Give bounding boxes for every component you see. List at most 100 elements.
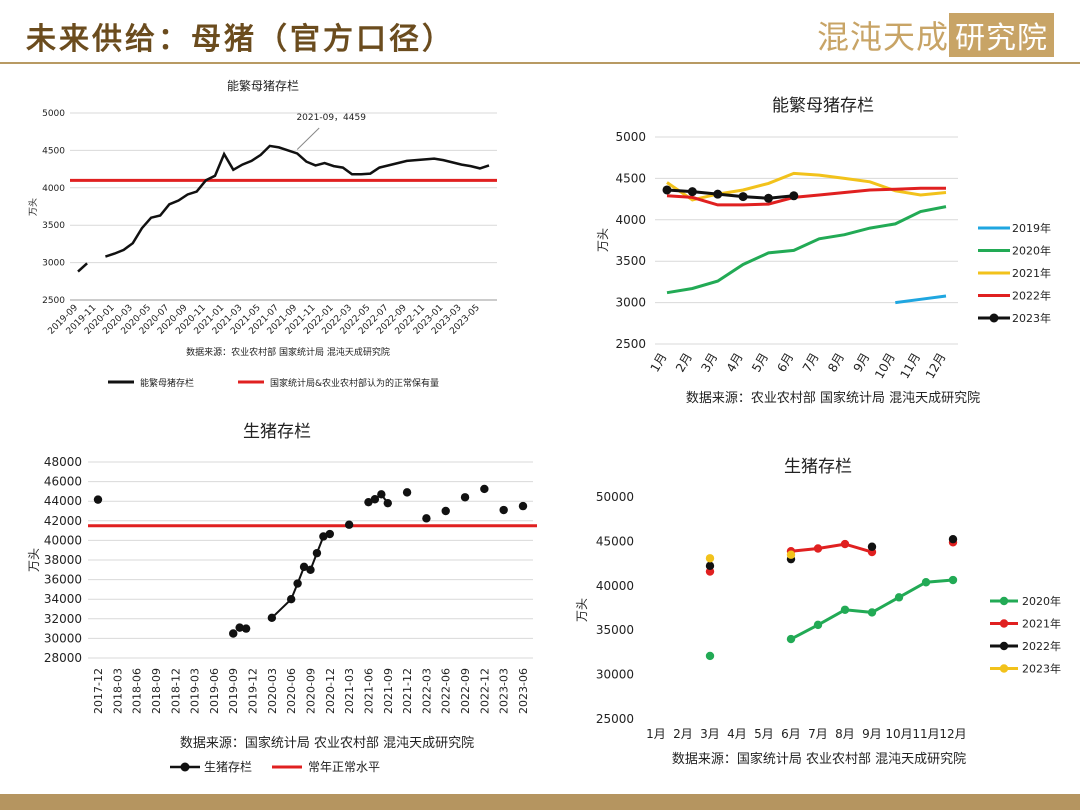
y-tick-label: 28000	[44, 651, 82, 665]
x-tick-label: 12月	[939, 727, 966, 741]
data-point	[948, 575, 958, 585]
y-tick-label: 38000	[44, 553, 82, 567]
chart-hog-inventory-timeseries: 生猪存栏 28000 30000 32000 34000 36000 38000 40000 4…	[27, 422, 537, 774]
legend-marker	[989, 313, 999, 323]
data-point	[370, 495, 380, 504]
data-point	[786, 634, 796, 644]
y-tick-label: 40000	[596, 579, 634, 593]
chart-sow-inventory-by-year: 能繁母猪存栏 2500 3000 3500 4000 4500 5000 万头 1月 2月 3月 4月…	[596, 96, 1051, 406]
y-tick-label: 4500	[615, 171, 646, 185]
x-tick-label: 2018-03	[111, 668, 124, 714]
x-tick-label: 2023-03	[498, 668, 511, 714]
series-line-2022	[666, 186, 946, 207]
x-tick-label: 2019-03	[189, 668, 202, 714]
x-tick-label: 11月	[912, 727, 939, 741]
y-tick-label: 46000	[44, 475, 82, 489]
chart-title: 生猪存栏	[784, 457, 852, 477]
x-tick-label: 12月	[923, 351, 949, 382]
data-point	[713, 189, 723, 199]
y-axis-label: 万头	[575, 598, 589, 622]
legend-label: 2023年	[1012, 311, 1051, 325]
y-tick-label: 3500	[615, 254, 646, 268]
data-point	[763, 193, 773, 203]
data-source-note: 数据来源：国家统计局 农业农村部 混沌天成研究院	[672, 751, 966, 767]
data-point	[705, 651, 715, 661]
y-tick-label: 45000	[596, 534, 634, 548]
x-tick-label: 8月	[825, 351, 847, 375]
legend-label: 2020年	[1012, 244, 1051, 258]
y-tick-label: 50000	[596, 490, 634, 504]
x-tick-label: 3月	[698, 351, 720, 375]
data-point	[867, 542, 877, 551]
x-tick-label: 2022-09	[459, 668, 472, 714]
legend-label: 2021年	[1012, 266, 1051, 280]
y-tick-label: 4000	[42, 184, 65, 194]
data-point	[235, 623, 244, 632]
header-divider	[0, 62, 1080, 64]
data-point	[299, 562, 309, 572]
data-point	[293, 579, 302, 588]
data-point	[687, 187, 697, 197]
data-point	[312, 548, 322, 558]
x-tick-label: 2018-12	[169, 668, 182, 714]
chart-title: 生猪存栏	[243, 422, 311, 442]
x-tick-label: 2021-12	[401, 668, 414, 714]
data-point	[319, 532, 328, 541]
data-point	[402, 488, 412, 497]
y-axis-label: 万头	[27, 548, 41, 572]
page-title: 未来供给：母猪（官方口径）	[26, 22, 455, 57]
data-point	[286, 595, 296, 604]
x-tick-label: 2020-06	[285, 668, 298, 714]
x-tick-label: 5月	[749, 351, 771, 375]
data-point	[93, 495, 103, 504]
data-point	[705, 554, 715, 563]
x-tick-label: 9月	[862, 727, 882, 741]
series-line-2019	[895, 294, 947, 305]
y-tick-label: 30000	[596, 668, 634, 682]
data-source-note: 数据来源：农业农村部 国家统计局 混沌天成研究院	[686, 390, 980, 406]
logo-box-text: 研究院	[949, 13, 1054, 57]
series-line-sow-inventory	[77, 144, 490, 273]
data-point	[306, 565, 315, 574]
x-tick-label: 2022-03	[420, 668, 433, 714]
x-tick-label: 6月	[774, 351, 796, 375]
x-tick-label: 2018-09	[150, 668, 163, 714]
x-tick-label: 2019-09	[227, 668, 240, 714]
x-tick-label: 2022-12	[478, 668, 491, 714]
data-point	[705, 561, 715, 571]
y-tick-label: 42000	[44, 514, 82, 528]
y-tick-label: 25000	[596, 712, 634, 726]
y-tick-label: 48000	[44, 455, 82, 469]
data-point	[344, 520, 354, 529]
data-point	[948, 534, 958, 544]
footer-bar	[0, 794, 1080, 810]
x-tick-label: 2021-09	[382, 668, 395, 714]
data-point	[377, 490, 386, 499]
series-line-segment	[271, 533, 331, 619]
data-point	[840, 539, 850, 549]
y-tick-label: 35000	[596, 623, 634, 637]
data-point	[499, 505, 508, 515]
data-point	[738, 192, 748, 202]
legend-label: 2023年	[1022, 662, 1061, 676]
y-tick-label: 34000	[44, 592, 82, 606]
data-point	[518, 501, 528, 511]
y-tick-label: 36000	[44, 573, 82, 587]
x-tick-label: 2019-06	[208, 668, 221, 714]
x-tick-label: 8月	[835, 727, 855, 741]
x-tick-label: 9月	[851, 351, 873, 375]
legend-label: 2022年	[1022, 639, 1061, 653]
data-point	[460, 493, 470, 502]
data-point	[241, 624, 251, 633]
x-tick-label: 2月	[673, 351, 695, 375]
legend-label-sow: 能繁母猪存栏	[140, 377, 194, 389]
data-point	[705, 567, 715, 576]
x-tick-label: 2018-06	[131, 668, 144, 714]
data-point	[441, 506, 450, 516]
data-point	[662, 185, 672, 195]
legend-marker	[999, 641, 1009, 651]
y-tick-label: 4500	[42, 146, 65, 156]
x-tick-label: 11月	[897, 351, 923, 382]
x-tick-label: 4月	[727, 727, 747, 741]
x-tick-label: 10月	[872, 351, 898, 382]
